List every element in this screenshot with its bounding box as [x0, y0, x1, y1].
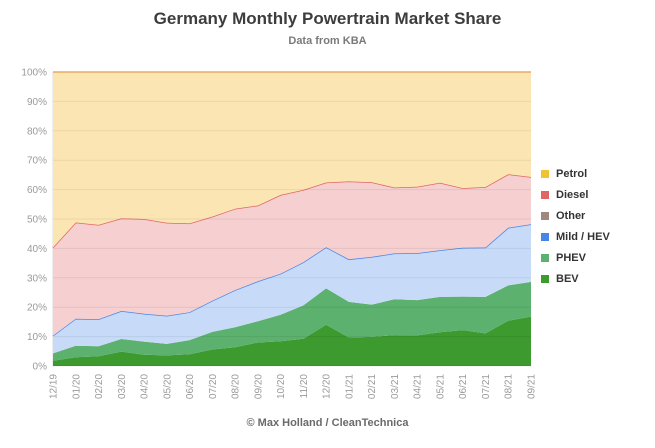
- y-tick-label: 20%: [27, 303, 47, 314]
- series-area-mild-hev: [53, 224, 531, 354]
- y-tick-label: 10%: [27, 332, 47, 343]
- x-tick-label: 10/20: [276, 374, 287, 399]
- x-tick-label: 06/21: [458, 374, 469, 399]
- x-tick-label: 05/21: [436, 374, 447, 399]
- x-tick-label: 02/21: [367, 374, 378, 399]
- y-tick-label: 50%: [27, 215, 47, 226]
- y-tick-label: 80%: [27, 126, 47, 137]
- legend-item-bev: BEV: [541, 268, 610, 289]
- x-tick-label: 04/20: [140, 374, 151, 399]
- y-tick-label: 70%: [27, 156, 47, 167]
- legend-swatch-phev: [541, 253, 549, 262]
- chart-legend: Petrol Diesel Other Mild / HEV PHEV BEV: [541, 163, 610, 289]
- legend-item-petrol: Petrol: [541, 163, 610, 184]
- legend-item-other: Other: [541, 205, 610, 226]
- x-tick-label: 09/21: [527, 374, 538, 399]
- chart-title: Germany Monthly Powertrain Market Share: [153, 9, 502, 28]
- chart-credit: © Max Holland / CleanTechnica: [246, 417, 409, 429]
- y-tick-label: 100%: [21, 68, 47, 79]
- x-tick-label: 07/20: [208, 374, 219, 399]
- legend-item-mild-hev: Mild / HEV: [541, 226, 610, 247]
- x-tick-label: 12/20: [322, 374, 333, 399]
- y-tick-label: 0%: [33, 362, 48, 373]
- x-tick-label: 02/20: [94, 374, 105, 399]
- x-tick-label: 01/21: [344, 374, 355, 399]
- legend-label-diesel: Diesel: [556, 188, 589, 201]
- x-tick-label: 06/20: [185, 374, 196, 399]
- legend-swatch-bev: [541, 274, 549, 283]
- legend-label-bev: BEV: [556, 272, 579, 285]
- x-tick-label: 03/21: [390, 374, 401, 399]
- x-tick-label: 07/21: [481, 374, 492, 399]
- x-tick-label: 01/20: [71, 374, 82, 399]
- series-area-phev: [53, 281, 531, 361]
- x-tick-label: 08/20: [231, 374, 242, 399]
- y-tick-label: 30%: [27, 273, 47, 284]
- x-tick-label: 09/20: [253, 374, 264, 399]
- y-tick-label: 90%: [27, 97, 47, 108]
- x-tick-label: 05/20: [162, 374, 173, 399]
- legend-swatch-diesel: [541, 190, 549, 199]
- legend-item-diesel: Diesel: [541, 184, 610, 205]
- legend-swatch-mild-hev: [541, 232, 549, 241]
- legend-item-phev: PHEV: [541, 247, 610, 268]
- y-tick-label: 60%: [27, 185, 47, 196]
- legend-label-petrol: Petrol: [556, 167, 588, 180]
- chart-subtitle: Data from KBA: [288, 35, 367, 47]
- series-area-petrol: [53, 72, 531, 248]
- series-area-diesel: [53, 174, 531, 336]
- legend-swatch-other: [541, 211, 549, 220]
- legend-label-mild-hev: Mild / HEV: [556, 230, 610, 243]
- x-tick-label: 03/20: [117, 374, 128, 399]
- x-tick-label: 04/21: [413, 374, 424, 399]
- legend-swatch-petrol: [541, 169, 549, 178]
- y-tick-label: 40%: [27, 244, 47, 255]
- x-tick-label: 11/20: [299, 374, 310, 399]
- series-area-bev: [53, 316, 531, 366]
- x-tick-label: 12/19: [49, 374, 60, 399]
- legend-label-phev: PHEV: [556, 251, 586, 264]
- legend-label-other: Other: [556, 209, 586, 222]
- x-tick-label: 08/21: [504, 374, 515, 399]
